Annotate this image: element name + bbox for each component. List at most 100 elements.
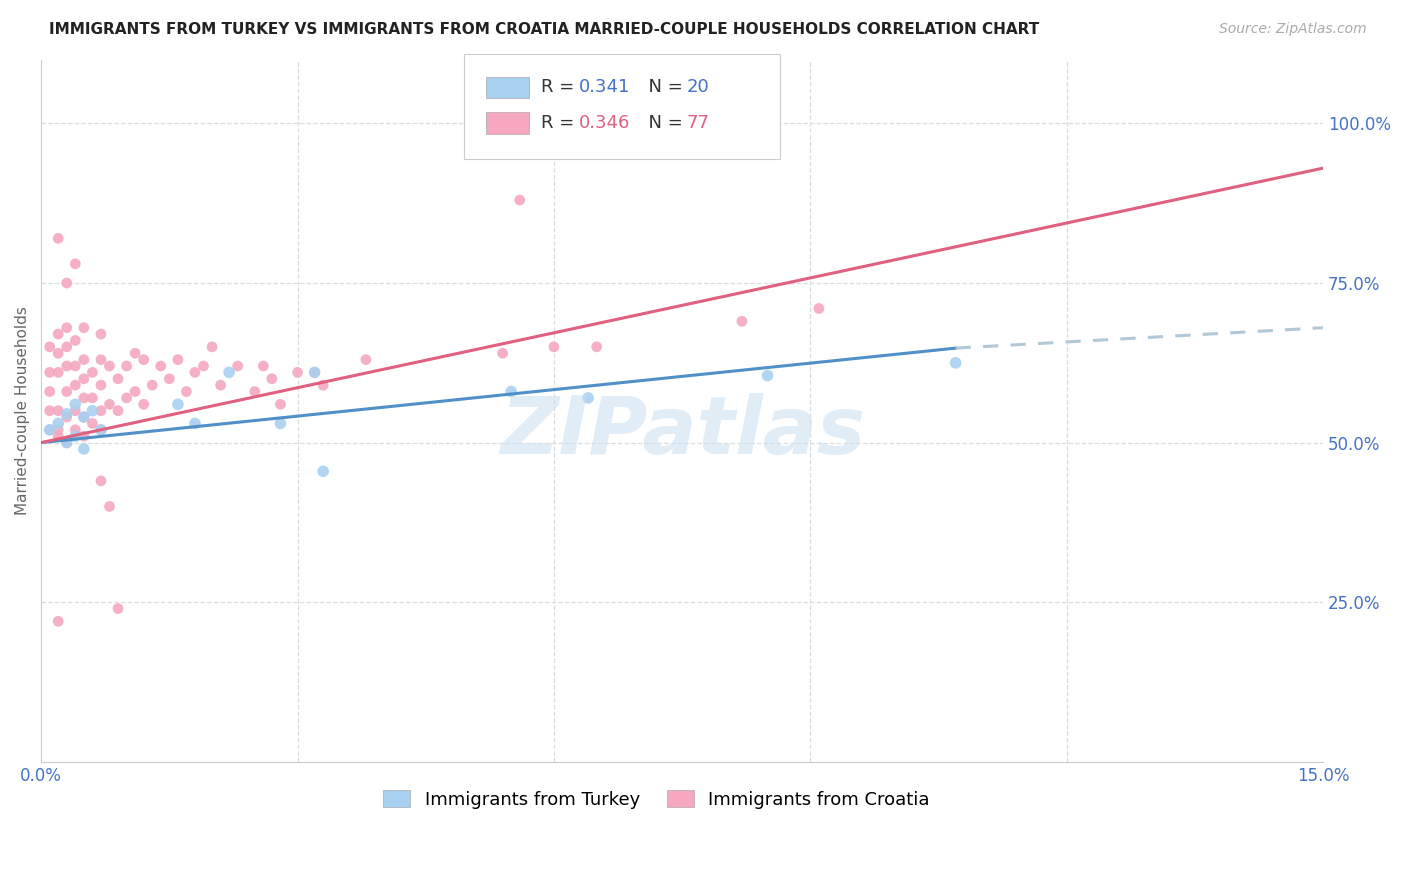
Point bbox=[157, 372, 180, 386]
Point bbox=[90, 423, 112, 437]
Point bbox=[90, 327, 112, 342]
Point bbox=[167, 352, 190, 367]
Point bbox=[243, 384, 266, 399]
Point bbox=[65, 403, 87, 417]
Point bbox=[55, 407, 77, 421]
Point bbox=[65, 257, 87, 271]
Point bbox=[209, 378, 232, 392]
Point bbox=[38, 365, 60, 379]
Point bbox=[141, 378, 163, 392]
Point bbox=[98, 500, 121, 514]
Point bbox=[260, 372, 283, 386]
Point bbox=[124, 384, 146, 399]
Point bbox=[46, 423, 69, 437]
Point bbox=[55, 320, 77, 334]
Text: IMMIGRANTS FROM TURKEY VS IMMIGRANTS FROM CROATIA MARRIED-COUPLE HOUSEHOLDS CORR: IMMIGRANTS FROM TURKEY VS IMMIGRANTS FRO… bbox=[49, 22, 1039, 37]
Point bbox=[287, 365, 309, 379]
Point bbox=[55, 410, 77, 425]
Point bbox=[201, 340, 224, 354]
Point bbox=[90, 423, 112, 437]
Point bbox=[46, 429, 69, 443]
Legend: Immigrants from Turkey, Immigrants from Croatia: Immigrants from Turkey, Immigrants from … bbox=[375, 782, 938, 816]
Text: 0.346: 0.346 bbox=[579, 114, 631, 132]
Point bbox=[132, 352, 155, 367]
Point bbox=[509, 193, 531, 207]
Point bbox=[90, 378, 112, 392]
Text: ZIPatlas: ZIPatlas bbox=[499, 392, 865, 471]
Point bbox=[46, 417, 69, 431]
Point bbox=[501, 384, 523, 399]
Point bbox=[269, 417, 291, 431]
Point bbox=[945, 356, 967, 370]
Point bbox=[73, 320, 96, 334]
Point bbox=[304, 365, 326, 379]
Point bbox=[46, 403, 69, 417]
Point bbox=[312, 464, 335, 478]
Point bbox=[252, 359, 274, 373]
Point bbox=[46, 231, 69, 245]
Point bbox=[55, 435, 77, 450]
Point bbox=[38, 340, 60, 354]
Point bbox=[124, 346, 146, 360]
Point bbox=[73, 391, 96, 405]
Point bbox=[82, 391, 104, 405]
Point bbox=[55, 435, 77, 450]
Point bbox=[65, 429, 87, 443]
Y-axis label: Married-couple Households: Married-couple Households bbox=[15, 306, 30, 515]
Point bbox=[218, 365, 240, 379]
Point bbox=[73, 429, 96, 443]
Point bbox=[807, 301, 830, 316]
Point bbox=[55, 384, 77, 399]
Point bbox=[132, 397, 155, 411]
Point bbox=[149, 359, 172, 373]
Point bbox=[46, 346, 69, 360]
Point bbox=[46, 327, 69, 342]
Text: 20: 20 bbox=[686, 78, 709, 96]
Point bbox=[543, 340, 565, 354]
Point bbox=[107, 601, 129, 615]
Point bbox=[107, 372, 129, 386]
Text: R =: R = bbox=[541, 114, 581, 132]
Point bbox=[115, 359, 138, 373]
Point bbox=[184, 417, 207, 431]
Point bbox=[354, 352, 377, 367]
Point bbox=[38, 384, 60, 399]
Point bbox=[82, 403, 104, 417]
Point bbox=[184, 365, 207, 379]
Point bbox=[82, 365, 104, 379]
Point bbox=[90, 352, 112, 367]
Point bbox=[90, 403, 112, 417]
Text: R =: R = bbox=[541, 78, 581, 96]
Point bbox=[38, 403, 60, 417]
Point bbox=[576, 391, 599, 405]
Point bbox=[65, 359, 87, 373]
Point bbox=[46, 615, 69, 629]
Text: Source: ZipAtlas.com: Source: ZipAtlas.com bbox=[1219, 22, 1367, 37]
Point bbox=[65, 423, 87, 437]
Point bbox=[90, 474, 112, 488]
Point bbox=[269, 397, 291, 411]
Point bbox=[73, 410, 96, 425]
Point bbox=[98, 397, 121, 411]
Point bbox=[55, 276, 77, 290]
Point bbox=[65, 378, 87, 392]
Point bbox=[312, 378, 335, 392]
Point bbox=[73, 352, 96, 367]
Point bbox=[491, 346, 513, 360]
Point bbox=[167, 397, 190, 411]
Point bbox=[65, 397, 87, 411]
Point bbox=[304, 365, 326, 379]
Point bbox=[73, 410, 96, 425]
Point bbox=[585, 340, 607, 354]
Point bbox=[55, 359, 77, 373]
Point bbox=[756, 368, 779, 383]
Point bbox=[107, 403, 129, 417]
Point bbox=[73, 372, 96, 386]
Point bbox=[193, 359, 215, 373]
Text: 77: 77 bbox=[686, 114, 709, 132]
Point bbox=[55, 340, 77, 354]
Point bbox=[731, 314, 754, 328]
Point bbox=[98, 359, 121, 373]
Point bbox=[65, 334, 87, 348]
Point bbox=[82, 417, 104, 431]
